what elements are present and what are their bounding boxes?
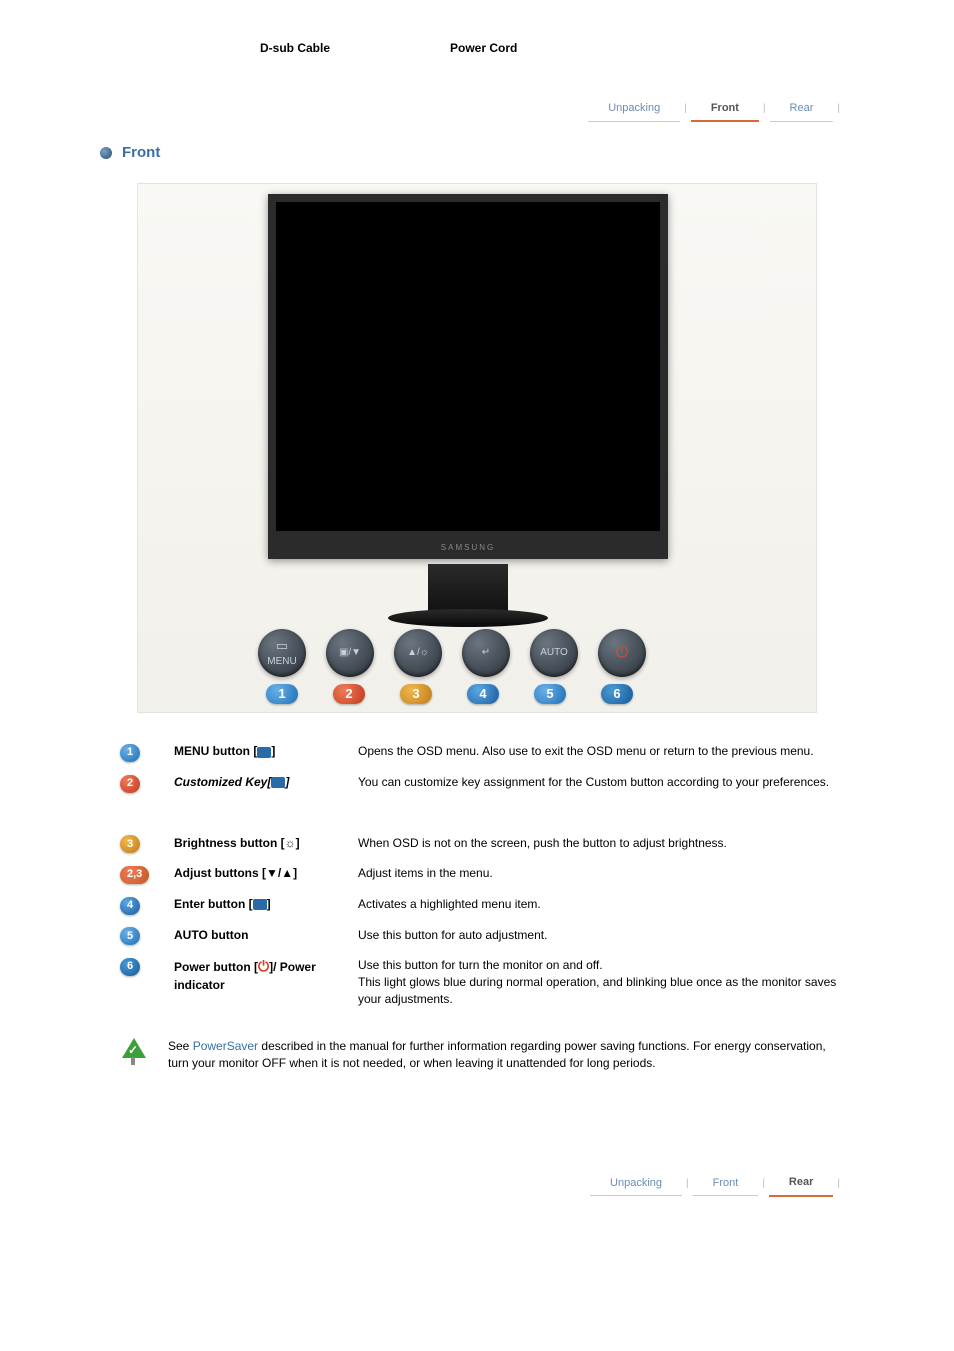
badge-5-inline: 5 <box>120 927 140 945</box>
powersaver-note: ✓ See PowerSaver described in the manual… <box>120 1038 834 1072</box>
row-enter: 4 Enter button [] Activates a highlighte… <box>120 896 854 915</box>
tab-rear[interactable]: Rear <box>770 97 834 121</box>
auto-button-icon: AUTO <box>530 629 578 677</box>
row-brightness: 3 Brightness button [☼] When OSD is not … <box>120 835 854 854</box>
bottom-tab-nav: Unpacking | Front | Rear | <box>100 1171 844 1196</box>
badge-5: 5 <box>534 684 566 704</box>
row-menu: 1 MENU button [] Opens the OSD menu. Als… <box>120 743 854 762</box>
auto-button-label: AUTO button <box>174 927 344 944</box>
monitor-illustration: SAMSUNG ▭MENU ▣/▼ ▲/☼ ↵ AUTO ⏻ 1 2 3 4 5… <box>137 183 817 713</box>
enter-button-icon: ↵ <box>462 629 510 677</box>
front-button-row: ▭MENU ▣/▼ ▲/☼ ↵ AUTO ⏻ <box>258 629 646 677</box>
row-customized: 2 Customized Key[] You can customize key… <box>120 774 854 793</box>
tab-front[interactable]: Front <box>691 97 759 122</box>
number-badge-row: 1 2 3 4 5 6 <box>266 684 633 704</box>
menu-button-icon: ▭MENU <box>258 629 306 677</box>
monitor-stand <box>428 564 508 614</box>
enter-button-desc: Activates a highlighted menu item. <box>358 896 854 913</box>
top-tab-nav: Unpacking | Front | Rear | <box>100 97 844 122</box>
power-button-desc: Use this button for turn the monitor on … <box>358 957 854 1007</box>
badge-2-inline: 2 <box>120 775 140 793</box>
badge-4: 4 <box>467 684 499 704</box>
badge-2: 2 <box>333 684 365 704</box>
badge-3-inline: 3 <box>120 835 140 853</box>
monitor-frame: SAMSUNG <box>268 194 668 559</box>
custom-glyph-icon <box>271 777 285 788</box>
row-power: 6 Power button [⏻]/ Power indicator Use … <box>120 957 854 1007</box>
power-button-label: Power button [⏻]/ Power indicator <box>174 957 344 993</box>
section-title: Front <box>100 142 854 163</box>
bullet-icon <box>100 147 112 159</box>
tab-front-bottom[interactable]: Front <box>693 1172 759 1196</box>
menu-button-label: MENU button [] <box>174 743 344 760</box>
row-adjust: 2,3 Adjust buttons [▼/▲] Adjust items in… <box>120 865 854 884</box>
custom-down-button-icon: ▣/▼ <box>326 629 374 677</box>
enter-button-label: Enter button [] <box>174 896 344 913</box>
tab-separator: | <box>682 1177 693 1191</box>
cable-labels: D-sub Cable Power Cord <box>260 40 854 57</box>
monitor-brand-label: SAMSUNG <box>441 542 495 553</box>
tab-separator: | <box>833 102 844 116</box>
auto-button-desc: Use this button for auto adjustment. <box>358 927 854 944</box>
row-auto: 5 AUTO button Use this button for auto a… <box>120 927 854 946</box>
tab-rear-bottom[interactable]: Rear <box>769 1171 833 1196</box>
up-brightness-button-icon: ▲/☼ <box>394 629 442 677</box>
tab-unpacking-bottom[interactable]: Unpacking <box>590 1172 682 1196</box>
badge-23-inline: 2,3 <box>120 866 149 884</box>
brightness-button-desc: When OSD is not on the screen, push the … <box>358 835 854 852</box>
brightness-button-label: Brightness button [☼] <box>174 835 344 852</box>
power-button-icon: ⏻ <box>598 629 646 677</box>
tab-unpacking[interactable]: Unpacking <box>588 97 680 121</box>
badge-6-inline: 6 <box>120 958 140 976</box>
powersaver-link[interactable]: PowerSaver <box>193 1039 258 1053</box>
badge-4-inline: 4 <box>120 897 140 915</box>
customized-key-desc: You can customize key assignment for the… <box>358 774 854 791</box>
dsub-cable-label: D-sub Cable <box>260 40 330 57</box>
adjust-buttons-desc: Adjust items in the menu. <box>358 865 854 882</box>
menu-button-desc: Opens the OSD menu. Also use to exit the… <box>358 743 854 760</box>
badge-6: 6 <box>601 684 633 704</box>
power-cord-label: Power Cord <box>450 40 517 57</box>
front-heading: Front <box>122 142 160 163</box>
badge-3: 3 <box>400 684 432 704</box>
monitor-base <box>388 609 548 627</box>
tab-separator: | <box>833 1177 844 1191</box>
enter-glyph-icon <box>253 899 267 910</box>
note-icon: ✓ <box>120 1038 148 1066</box>
description-list: 1 MENU button [] Opens the OSD menu. Als… <box>120 743 854 1008</box>
tab-separator: | <box>759 102 770 116</box>
customized-key-label: Customized Key[] <box>174 774 344 791</box>
power-glyph-icon: ⏻ <box>258 958 269 974</box>
menu-glyph-icon <box>257 747 271 758</box>
tab-separator: | <box>680 102 691 116</box>
tab-separator: | <box>758 1177 769 1191</box>
monitor-screen <box>276 202 660 531</box>
adjust-buttons-label: Adjust buttons [▼/▲] <box>174 865 344 882</box>
badge-1: 1 <box>266 684 298 704</box>
badge-1-inline: 1 <box>120 744 140 762</box>
note-text: See PowerSaver described in the manual f… <box>168 1038 834 1072</box>
